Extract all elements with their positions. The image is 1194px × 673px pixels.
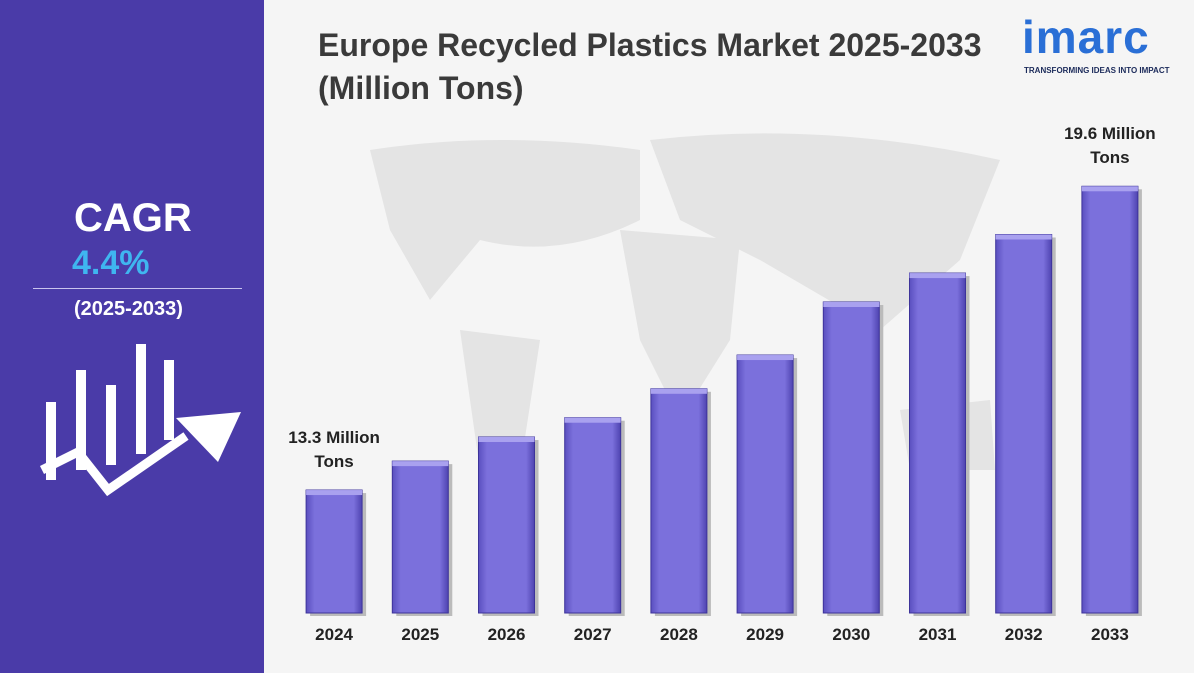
bar-cap	[392, 461, 449, 467]
bar-cap	[1081, 186, 1138, 192]
bar	[391, 460, 449, 614]
chart-title: Europe Recycled Plastics Market 2025-203…	[318, 27, 982, 106]
bar	[1081, 185, 1139, 614]
cagr-value: 4.4%	[72, 244, 150, 282]
bar-cap	[306, 490, 363, 496]
bar	[736, 354, 794, 614]
bar	[650, 388, 708, 614]
bar-cap	[564, 417, 621, 423]
bar	[478, 436, 535, 614]
x-tick-label: 2027	[574, 625, 612, 644]
cagr-period: (2025-2033)	[74, 298, 183, 320]
bar	[822, 301, 880, 614]
bar-cap	[909, 273, 966, 279]
bar-cap	[737, 355, 794, 361]
value-label: 13.3 Million Tons	[288, 428, 380, 472]
logo-tagline: TRANSFORMING IDEAS INTO IMPACT	[1024, 66, 1170, 75]
bar	[995, 234, 1053, 614]
cagr-label: CAGR	[74, 196, 192, 240]
bar-cap	[995, 234, 1052, 240]
bar-cap	[478, 437, 535, 443]
bar-cap	[823, 302, 880, 308]
x-tick-label: 2026	[488, 625, 526, 644]
logo-name: imarc	[1022, 11, 1150, 63]
x-tick-label: 2032	[1005, 625, 1043, 644]
sidebar: CAGR 4.4% (2025-2033)	[0, 0, 264, 673]
bar	[909, 272, 966, 614]
x-tick-label: 2028	[660, 625, 698, 644]
divider	[33, 288, 242, 289]
x-tick-label: 2024	[315, 625, 353, 644]
x-tick-label: 2029	[746, 625, 784, 644]
bar-cap	[650, 388, 707, 394]
x-tick-label: 2030	[832, 625, 870, 644]
value-label: 19.6 Million Tons	[1064, 124, 1156, 168]
x-tick-label: 2033	[1091, 625, 1129, 644]
x-tick-label: 2031	[919, 625, 957, 644]
x-tick-label: 2025	[401, 625, 439, 644]
bar	[564, 417, 622, 614]
growth-icon	[39, 344, 241, 497]
bar	[305, 489, 363, 614]
